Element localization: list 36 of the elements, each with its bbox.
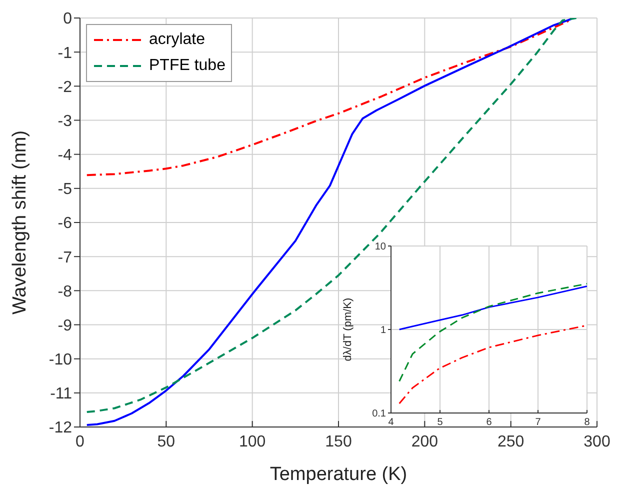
y-tick-label: -5 [58, 181, 72, 198]
x-tick-label: 200 [411, 433, 438, 450]
x-tick-label: 100 [238, 433, 266, 450]
y-tick-label: -10 [48, 352, 72, 369]
x-tick-label: 0 [76, 433, 85, 450]
line-series [398, 285, 587, 330]
y-tick-label: 0 [63, 10, 72, 28]
x-tick-label: 250 [497, 433, 524, 450]
x-tick-label: 150 [325, 433, 352, 450]
y-tick-label: -8 [58, 283, 72, 300]
y-tick-label: -3 [58, 112, 72, 130]
y-tick-label: -1 [58, 44, 72, 62]
y-tick-label: -4 [58, 147, 72, 164]
legend-label: acrylate [149, 31, 206, 49]
x-tick-label: 300 [584, 433, 610, 450]
line-series [398, 283, 587, 382]
y-axis-title: dλ/dT (pm/K) [342, 298, 354, 362]
y-tick-label: -6 [58, 215, 72, 232]
y-tick-label: -7 [58, 249, 72, 266]
y-tick-label: 1 [380, 325, 386, 336]
x-tick-label: 8 [584, 417, 590, 428]
y-tick-label: -12 [48, 420, 72, 437]
y-tick-label: 10 [374, 242, 386, 253]
y-tick-label: -9 [58, 317, 72, 334]
x-tick-label: 50 [157, 433, 176, 450]
line-series [398, 324, 587, 404]
x-axis-title: Temperature (K) [270, 464, 408, 485]
y-axis-title: Wavelength shift (nm) [10, 130, 30, 315]
y-tick-label: -11 [50, 386, 72, 403]
y-tick-label: -2 [58, 78, 72, 96]
x-tick-label: 6 [486, 417, 492, 428]
x-tick-label: 5 [437, 417, 444, 428]
x-tick-label: 7 [535, 417, 542, 428]
y-tick-label: 0.1 [372, 408, 386, 420]
legend-label: PTFE tube [149, 57, 226, 75]
x-tick-label: 4 [388, 417, 394, 428]
